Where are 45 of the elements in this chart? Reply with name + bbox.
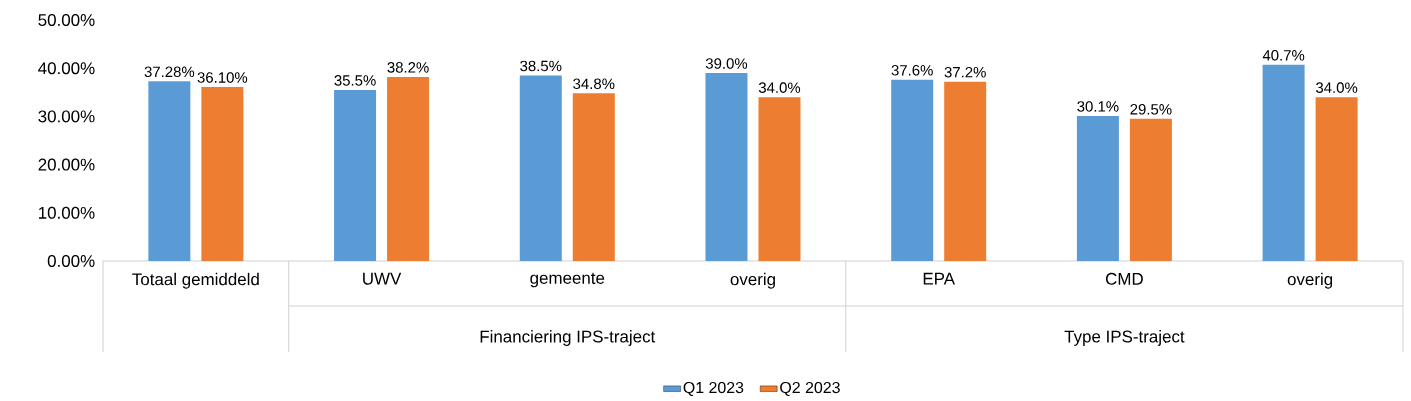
- y-tick-label: 0.00%: [47, 255, 95, 267]
- bar: [705, 73, 748, 261]
- data-label: 37.2%: [944, 66, 986, 78]
- bar: [1315, 97, 1358, 261]
- bar: [572, 93, 615, 261]
- data-label: 37.6%: [891, 64, 933, 76]
- x-tick-label: CMD: [1105, 272, 1143, 285]
- data-label: 38.2%: [387, 62, 429, 73]
- data-label: 37.28%: [144, 66, 195, 78]
- x-tick-label: overig: [1287, 272, 1333, 289]
- x-tick-label: UWV: [363, 272, 402, 285]
- bar: [1076, 115, 1119, 261]
- data-label: 40.7%: [1262, 50, 1305, 61]
- bar: [201, 87, 244, 261]
- text: Financiering IPS-traject: [480, 330, 656, 346]
- y-tick-label: 30.00%: [38, 110, 95, 123]
- text: Type IPS-traject: [1064, 330, 1185, 346]
- x-tick-label: gemeente: [530, 272, 605, 288]
- bar: [148, 81, 191, 261]
- legend-label: Q1 2023: [683, 381, 744, 397]
- bar: [387, 76, 430, 261]
- data-label: 29.5%: [1130, 104, 1172, 115]
- data-label: 35.5%: [334, 75, 376, 86]
- bar: [758, 97, 801, 261]
- x-tick-label: EPA: [923, 272, 955, 285]
- data-label: 30.1%: [1077, 101, 1119, 112]
- bar: [334, 89, 377, 261]
- y-tick-label: 40.00%: [38, 62, 95, 75]
- bar: [519, 75, 562, 261]
- data-label: 34.8%: [573, 78, 615, 90]
- x-tick-label: overig: [730, 272, 775, 289]
- data-label: 34.0%: [1315, 82, 1358, 93]
- data-label: 36.10%: [197, 72, 248, 83]
- data-label: 38.5%: [520, 60, 562, 72]
- data-label: 39.0%: [705, 58, 748, 69]
- y-tick-label: 10.00%: [39, 206, 95, 219]
- bar: [1262, 64, 1305, 261]
- x-tick-label: Totaal gemiddeld: [132, 272, 259, 289]
- data-label: 34.0%: [758, 82, 801, 93]
- y-tick-label: 50.00%: [38, 14, 95, 27]
- bar: [891, 79, 934, 261]
- y-tick-label: 20.00%: [38, 158, 95, 171]
- bar: [1129, 118, 1172, 261]
- legend-label: Q2 2023: [780, 381, 840, 397]
- bar: [944, 81, 987, 261]
